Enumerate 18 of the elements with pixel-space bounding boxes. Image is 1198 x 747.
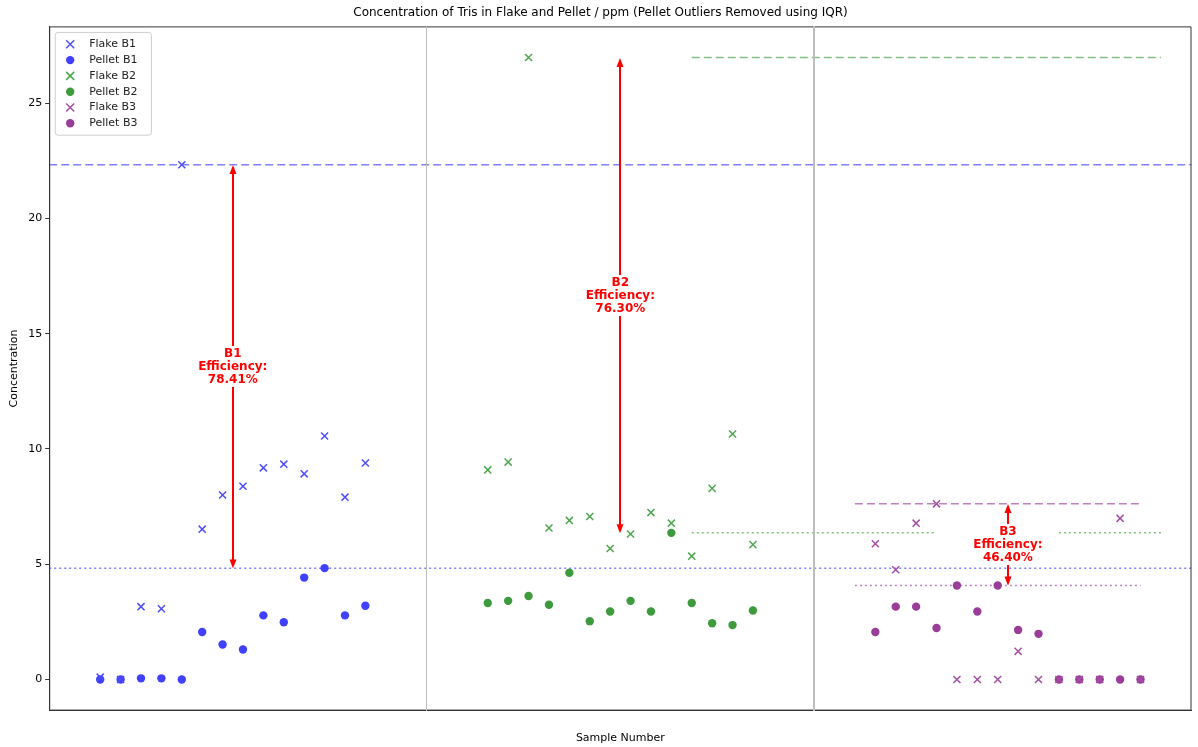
legend-label: Pellet B3 xyxy=(89,116,138,130)
legend-label: Flake B1 xyxy=(89,37,137,51)
annotation: B1 Efficiency: 78.41% xyxy=(192,345,273,387)
chart-title: Concentration of Tris in Flake and Pellet / ppm (Pellet Outliers Removed using IQR) xyxy=(353,5,848,20)
y-tick-label: 15 xyxy=(28,326,43,340)
y-axis-title: Concentration xyxy=(7,329,21,408)
y-tick-label: 20 xyxy=(28,211,43,225)
y-tick-label: 10 xyxy=(28,441,43,455)
y-tick-label: 0 xyxy=(35,672,43,686)
y-tick-label: 5 xyxy=(35,557,43,571)
legend-label: Pellet B2 xyxy=(89,84,138,98)
annotation: B3 Efficiency: 46.40% xyxy=(967,524,1048,566)
x-axis-title: Sample Number xyxy=(575,731,666,745)
annotation: B2 Efficiency: 76.30% xyxy=(580,274,661,316)
legend-label: Pellet B1 xyxy=(89,52,138,66)
legend-label: Flake B2 xyxy=(89,68,137,82)
legend-label: Flake B3 xyxy=(89,100,137,114)
y-tick-label: 25 xyxy=(28,96,43,110)
